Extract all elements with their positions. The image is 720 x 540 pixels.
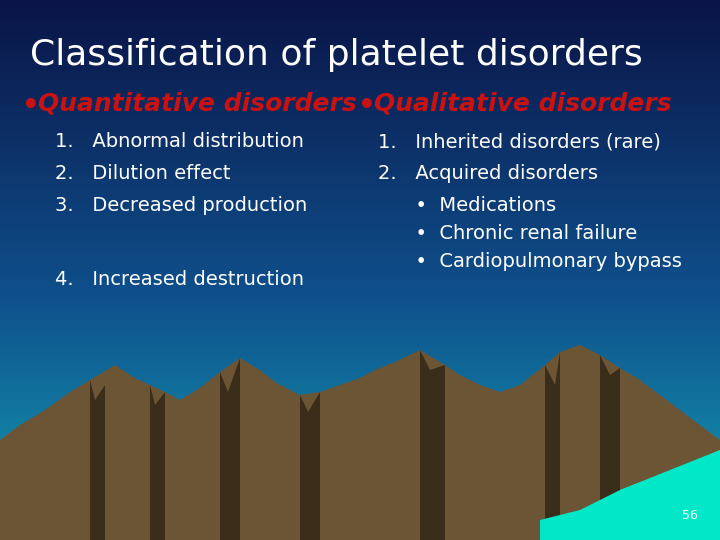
Text: 56: 56 <box>682 509 698 522</box>
Text: 4.   Increased destruction: 4. Increased destruction <box>55 270 304 289</box>
Text: 2.   Acquired disorders: 2. Acquired disorders <box>378 164 598 183</box>
Text: 1.   Inherited disorders (rare): 1. Inherited disorders (rare) <box>378 132 661 151</box>
Text: 3.   Decreased production: 3. Decreased production <box>55 196 307 215</box>
Polygon shape <box>300 392 320 540</box>
Polygon shape <box>150 385 165 540</box>
Polygon shape <box>600 355 620 540</box>
Polygon shape <box>220 358 240 540</box>
Polygon shape <box>90 380 105 540</box>
Text: Qualitative disorders: Qualitative disorders <box>374 92 672 116</box>
Text: •  Chronic renal failure: • Chronic renal failure <box>378 224 637 243</box>
Polygon shape <box>0 345 720 540</box>
Text: •  Cardiopulmonary bypass: • Cardiopulmonary bypass <box>378 252 682 271</box>
Text: •: • <box>358 92 376 120</box>
Text: 1.   Abnormal distribution: 1. Abnormal distribution <box>55 132 304 151</box>
Text: •: • <box>22 92 40 120</box>
Text: •  Medications: • Medications <box>378 196 556 215</box>
Polygon shape <box>545 352 560 540</box>
Text: Quantitative disorders: Quantitative disorders <box>38 92 356 116</box>
Polygon shape <box>420 350 445 540</box>
Text: 2.   Dilution effect: 2. Dilution effect <box>55 164 230 183</box>
Text: Classification of platelet disorders: Classification of platelet disorders <box>30 38 643 72</box>
Polygon shape <box>620 450 720 540</box>
Polygon shape <box>540 450 720 540</box>
